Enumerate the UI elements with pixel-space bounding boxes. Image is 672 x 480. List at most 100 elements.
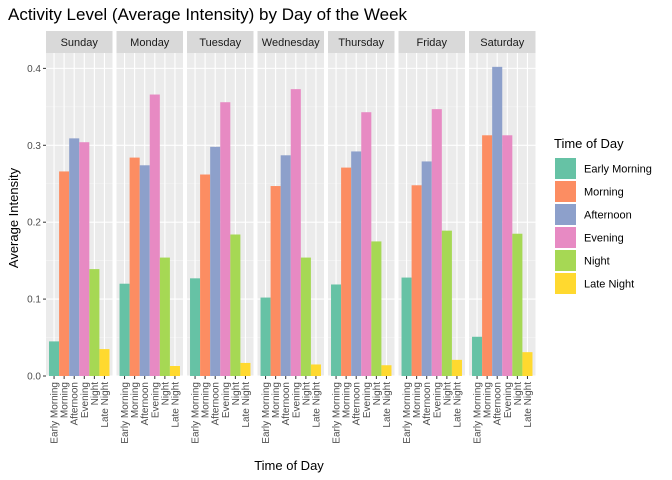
bar-wednesday-evening bbox=[290, 89, 301, 377]
legend: Time of Day Early Morning Morning Afternoo… bbox=[554, 136, 652, 294]
bar-sunday-early-morning bbox=[49, 341, 60, 376]
bar-wednesday-afternoon bbox=[280, 155, 291, 376]
legend-swatch bbox=[555, 181, 576, 202]
bar-thursday-late-night bbox=[381, 365, 392, 376]
x-tick-label: Early Morning bbox=[120, 382, 131, 444]
facet-strip bbox=[398, 31, 465, 53]
x-tick-label: Evening bbox=[150, 382, 161, 418]
x-tick-label: Afternoon bbox=[211, 382, 222, 425]
facet-strip-label: Friday bbox=[416, 37, 447, 49]
facet-strip bbox=[328, 31, 395, 53]
bar-tuesday-late-night bbox=[240, 362, 251, 376]
bar-sunday-late-night bbox=[99, 349, 110, 376]
facet-strip bbox=[257, 31, 324, 53]
x-tick-label: Night bbox=[160, 382, 171, 406]
x-tick-label: Late Night bbox=[241, 382, 252, 428]
x-tick-label: Late Night bbox=[452, 382, 463, 428]
y-tick-label: 0.1 bbox=[27, 295, 41, 306]
facet-strip-label: Wednesday bbox=[262, 37, 320, 49]
x-tick-label: Late Night bbox=[311, 382, 322, 428]
bar-tuesday-afternoon bbox=[210, 146, 221, 376]
x-tick-label: Late Night bbox=[170, 382, 181, 428]
bar-tuesday-morning bbox=[200, 174, 211, 376]
x-tick-label: Night bbox=[513, 382, 524, 406]
legend-label: Night bbox=[584, 256, 610, 268]
facet-thursday: Thursday Early Morning Morning Afternoon Eve… bbox=[328, 31, 395, 444]
x-tick-label: Afternoon bbox=[493, 382, 504, 425]
bar-wednesday-night bbox=[300, 257, 311, 376]
chart-title: Activity Level (Average Intensity) by Da… bbox=[8, 5, 408, 24]
bar-friday-morning bbox=[411, 185, 422, 376]
x-tick-label: Evening bbox=[80, 382, 91, 418]
x-tick-label: Early Morning bbox=[50, 382, 61, 444]
bar-saturday-night bbox=[512, 233, 523, 376]
x-tick-label: Evening bbox=[291, 382, 302, 418]
x-tick-label: Evening bbox=[221, 382, 232, 418]
x-tick-label: Morning bbox=[130, 382, 141, 418]
bar-friday-night bbox=[441, 230, 452, 376]
legend-label: Late Night bbox=[584, 279, 634, 291]
facet-saturday: Saturday Early Morning Morning Afternoon Eve… bbox=[469, 31, 536, 444]
x-tick-label: Evening bbox=[432, 382, 443, 418]
legend-swatch bbox=[555, 204, 576, 225]
x-tick-label: Night bbox=[442, 382, 453, 406]
x-tick-label: Early Morning bbox=[402, 382, 413, 444]
y-tick-label: 0.0 bbox=[27, 372, 41, 383]
x-tick-label: Night bbox=[372, 382, 383, 406]
bar-tuesday-evening bbox=[220, 102, 231, 376]
bar-friday-early-morning bbox=[401, 277, 412, 376]
x-tick-label: Afternoon bbox=[281, 382, 292, 425]
bar-saturday-afternoon bbox=[492, 66, 503, 376]
bar-tuesday-early-morning bbox=[190, 278, 201, 376]
bar-monday-evening bbox=[149, 94, 160, 377]
legend-swatch bbox=[555, 273, 576, 294]
legend-swatch bbox=[555, 158, 576, 179]
x-tick-label: Late Night bbox=[382, 382, 393, 428]
bar-saturday-late-night bbox=[522, 352, 533, 376]
bar-monday-early-morning bbox=[119, 283, 130, 376]
x-tick-label: Afternoon bbox=[140, 382, 151, 425]
bar-thursday-night bbox=[371, 241, 382, 376]
y-tick-label: 0.3 bbox=[27, 141, 41, 152]
bar-thursday-early-morning bbox=[331, 284, 342, 376]
facet-strip bbox=[187, 31, 254, 53]
x-axis-title: Time of Day bbox=[254, 458, 324, 473]
x-tick-label: Morning bbox=[271, 382, 282, 418]
bar-wednesday-late-night bbox=[310, 364, 321, 376]
x-tick-label: Afternoon bbox=[422, 382, 433, 425]
facet-sunday: Sunday Early Morning Morning Afternoon Eveni… bbox=[46, 31, 113, 444]
y-axis: 0.0 0.1 0.2 0.3 0.4 bbox=[27, 64, 46, 383]
x-tick-label: Morning bbox=[201, 382, 212, 418]
facet-strip-label: Sunday bbox=[61, 37, 99, 49]
y-tick-label: 0.2 bbox=[27, 218, 41, 229]
bar-sunday-afternoon bbox=[69, 138, 80, 376]
x-tick-label: Early Morning bbox=[191, 382, 202, 444]
x-tick-label: Afternoon bbox=[352, 382, 363, 425]
x-tick-label: Night bbox=[231, 382, 242, 406]
facet-strip-label: Tuesday bbox=[199, 37, 241, 49]
bar-wednesday-early-morning bbox=[260, 297, 271, 376]
bar-saturday-morning bbox=[482, 135, 493, 376]
legend-label: Afternoon bbox=[584, 210, 632, 222]
bar-saturday-early-morning bbox=[472, 336, 483, 376]
bar-thursday-afternoon bbox=[351, 151, 362, 376]
facet-strip bbox=[46, 31, 113, 53]
legend-label: Early Morning bbox=[584, 164, 652, 176]
y-axis-title: Average Intensity bbox=[6, 167, 21, 268]
y-tick-label: 0.4 bbox=[27, 64, 41, 75]
bar-tuesday-night bbox=[230, 234, 241, 376]
x-tick-label: Late Night bbox=[100, 382, 111, 428]
x-tick-label: Night bbox=[301, 382, 312, 406]
facet-strip-label: Monday bbox=[130, 37, 170, 49]
x-tick-label: Late Night bbox=[523, 382, 534, 428]
bar-friday-late-night bbox=[451, 359, 462, 376]
x-tick-label: Early Morning bbox=[261, 382, 272, 444]
facet-strip bbox=[116, 31, 183, 53]
bar-monday-morning bbox=[129, 157, 140, 376]
legend-label: Morning bbox=[584, 187, 624, 199]
facet-strip bbox=[469, 31, 536, 53]
facet-strip-label: Thursday bbox=[338, 37, 384, 49]
facet-monday: Monday Early Morning Morning Afternoon Eveni… bbox=[116, 31, 183, 444]
bar-friday-afternoon bbox=[421, 161, 432, 376]
legend-swatch bbox=[555, 227, 576, 248]
